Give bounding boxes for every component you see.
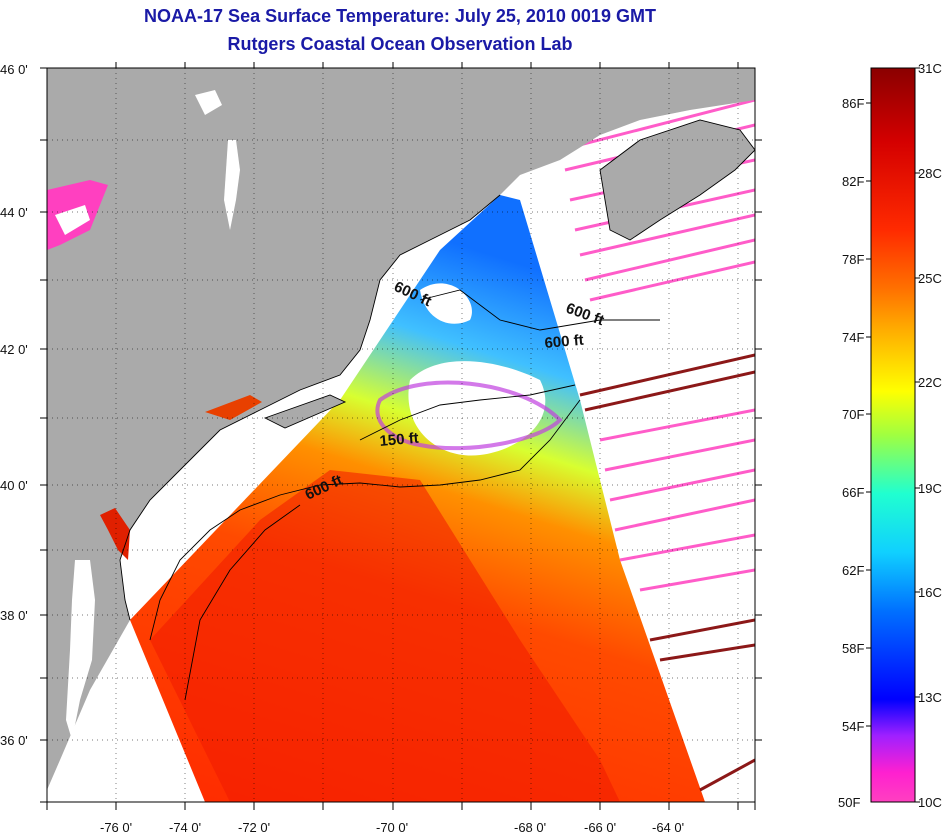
lake-fragment	[195, 90, 222, 115]
cold-fringe	[375, 380, 563, 451]
lon-tick-label: -66 0'	[584, 820, 616, 835]
lon-tick-label: -68 0'	[514, 820, 546, 835]
colorbar-c-label: 19C	[918, 481, 942, 496]
delaware-bay	[100, 508, 130, 560]
contour-label: 150 ft	[379, 430, 420, 450]
colorbar-f-label: 58F	[842, 641, 864, 656]
colorbar-f-label: 86F	[842, 96, 864, 111]
colorbar-f-label: 70F	[842, 407, 864, 422]
colorbar-ticks	[866, 67, 920, 803]
chesapeake-bay	[66, 560, 95, 740]
colorbar-f-label: 54F	[842, 719, 864, 734]
lat-tick-label: 44 0'	[0, 205, 28, 220]
lon-tick-label: -74 0'	[169, 820, 201, 835]
map-frame	[46, 67, 756, 803]
colorbar-c-label: 16C	[918, 585, 942, 600]
cloud-patch-2	[420, 283, 472, 324]
colorbar-f-label: 50F	[838, 795, 860, 810]
lon-tick-label: -64 0'	[652, 820, 684, 835]
colorbar-c-label: 13C	[918, 690, 942, 705]
lon-tick-label: -72 0'	[238, 820, 270, 835]
colorbar-c-label: 31C	[918, 61, 942, 76]
gridlines	[47, 68, 755, 802]
cloud-patch	[408, 361, 546, 456]
lake-ontario-cloud	[55, 205, 90, 235]
colorbar-c-label: 28C	[918, 166, 942, 181]
lat-tick-label: 46 0'	[0, 62, 28, 77]
colorbar-c-label: 25C	[918, 271, 942, 286]
lon-tick-label: -76 0'	[100, 820, 132, 835]
colorbar-c-label: 22C	[918, 375, 942, 390]
frame-ticks	[40, 62, 762, 810]
land-long-island	[265, 395, 345, 428]
colorbar	[870, 67, 916, 803]
colorbar-f-label: 66F	[842, 485, 864, 500]
colorbar-f-label: 62F	[842, 563, 864, 578]
noise-stripes-dark	[579, 353, 755, 792]
colorbar-f-label: 78F	[842, 252, 864, 267]
contour-label: 600 ft	[544, 332, 585, 352]
lake-champlain	[224, 140, 240, 230]
lat-tick-label: 36 0'	[0, 733, 28, 748]
colorbar-c-label: 10C	[918, 795, 942, 810]
warm-water-region	[150, 470, 620, 802]
land-nova-scotia	[600, 120, 755, 240]
land-mainland	[47, 68, 755, 790]
coastline	[119, 119, 755, 621]
map-title: NOAA-17 Sea Surface Temperature: July 25…	[144, 6, 656, 26]
colorbar-f-label: 74F	[842, 330, 864, 345]
lat-tick-label: 40 0'	[0, 478, 28, 493]
lat-tick-label: 38 0'	[0, 608, 28, 623]
map-subtitle: Rutgers Coastal Ocean Observation Lab	[227, 34, 573, 54]
lon-tick-label: -70 0'	[376, 820, 408, 835]
lat-tick-label: 42 0'	[0, 342, 28, 357]
hudson-estuary	[205, 395, 262, 420]
colorbar-f-label: 82F	[842, 174, 864, 189]
